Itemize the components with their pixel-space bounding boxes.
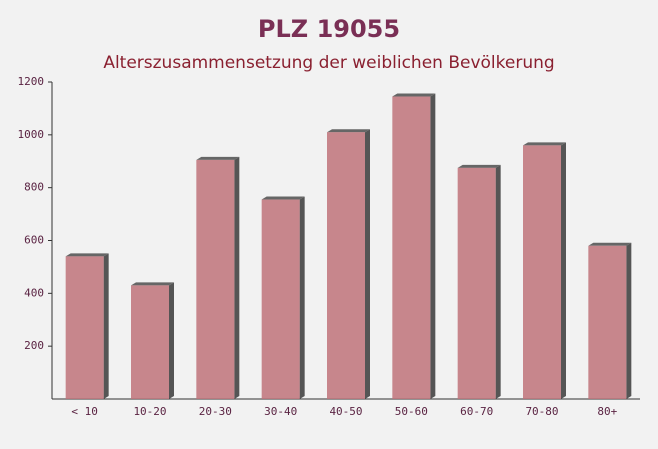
x-tick-label: 50-60 — [395, 405, 428, 418]
y-tick-label: 200 — [24, 339, 44, 352]
bar-top — [457, 164, 501, 168]
bar-side — [561, 142, 566, 399]
y-tick-label: 1000 — [18, 128, 45, 141]
bar-top — [131, 282, 174, 286]
x-tick-label: < 10 — [71, 405, 98, 418]
bar-top — [588, 242, 632, 246]
bar-side — [103, 253, 109, 399]
chart-title: PLZ 19055 — [258, 15, 400, 43]
bar-side — [169, 282, 174, 399]
bar — [523, 145, 561, 399]
bar-side — [626, 242, 632, 399]
bar-top — [392, 93, 436, 97]
bar-top — [196, 156, 240, 160]
y-tick-label: 1200 — [18, 75, 45, 88]
bar — [261, 199, 300, 399]
x-tick-label: 10-20 — [133, 405, 166, 418]
bar-top — [261, 196, 305, 200]
bar-side — [495, 164, 501, 399]
bar — [196, 159, 235, 399]
chart-subtitle: Alterszusammensetzung der weiblichen Bev… — [103, 53, 554, 73]
bar-side — [234, 156, 240, 399]
bar-top — [65, 253, 109, 257]
bar-side — [430, 93, 436, 399]
bar — [131, 285, 169, 399]
x-tick-label: 60-70 — [460, 405, 493, 418]
x-tick-label: 40-50 — [329, 405, 362, 418]
x-tick-label: 80+ — [597, 405, 617, 418]
bar — [65, 256, 104, 399]
y-tick-label: 800 — [24, 181, 44, 194]
bar-side — [299, 196, 305, 399]
x-tick-label: 30-40 — [264, 405, 297, 418]
y-tick-label: 600 — [24, 234, 44, 247]
bar — [457, 167, 496, 399]
y-tick-label: 400 — [24, 286, 44, 299]
bar — [327, 132, 365, 400]
bar-top — [523, 142, 566, 146]
bar — [588, 245, 627, 399]
bar-top — [327, 129, 370, 133]
x-tick-label: 70-80 — [525, 405, 558, 418]
bar — [392, 96, 431, 399]
bar-side — [365, 129, 370, 400]
x-tick-label: 20-30 — [199, 405, 232, 418]
